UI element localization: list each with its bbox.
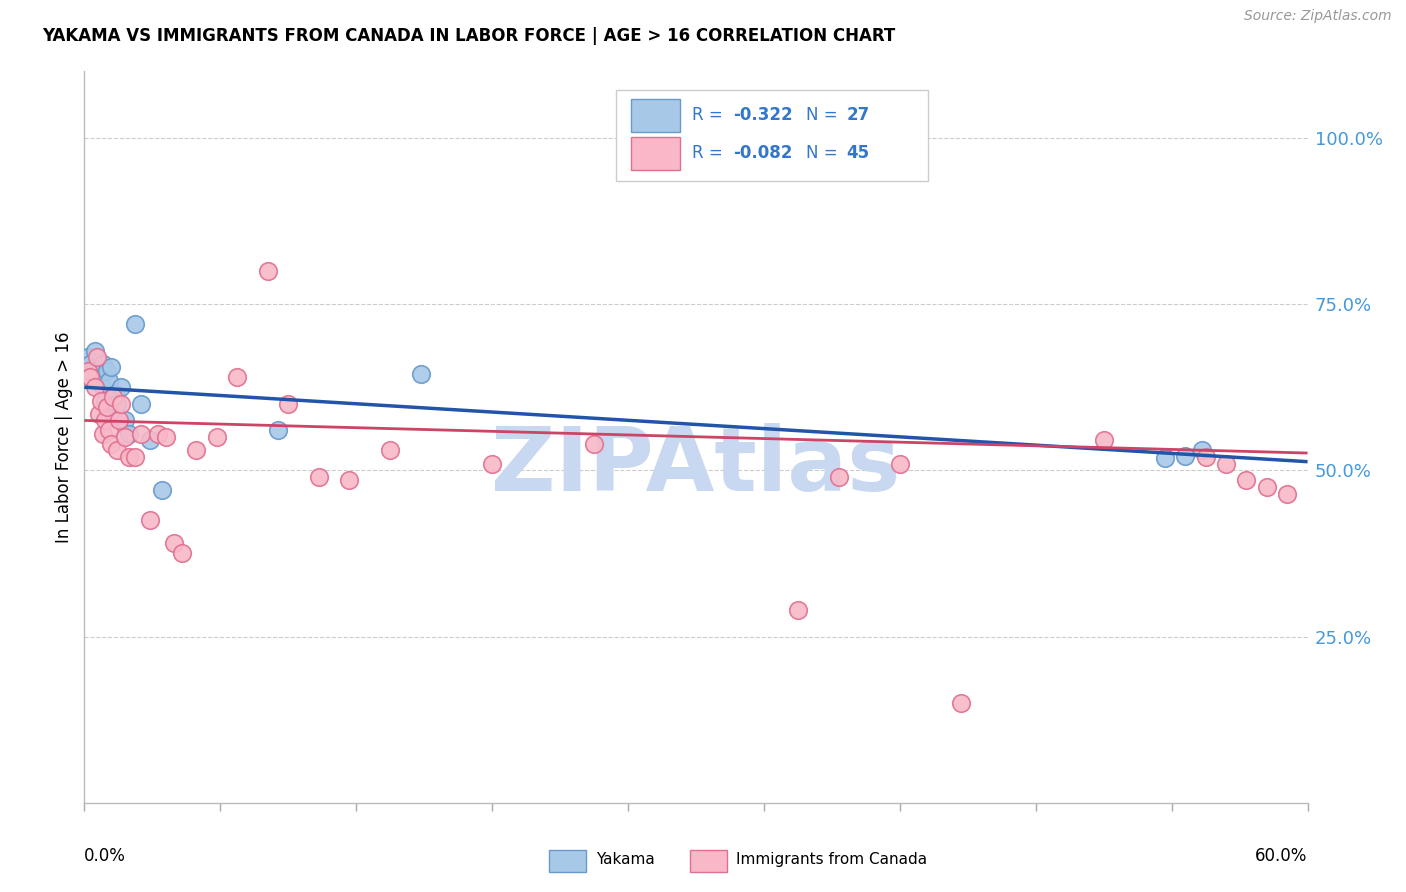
Text: R =: R =: [692, 145, 728, 162]
Text: -0.322: -0.322: [733, 106, 793, 124]
Point: [205, 430, 228, 444]
Point: [131, 426, 153, 441]
Point: [101, 410, 124, 425]
Point: [339, 473, 361, 487]
Point: [83, 380, 105, 394]
Point: [77, 363, 100, 377]
Point: [96, 363, 118, 377]
Point: [277, 397, 299, 411]
Point: [163, 536, 186, 550]
Text: 0.0%: 0.0%: [84, 847, 127, 864]
Point: [1215, 457, 1237, 471]
Point: [91, 426, 114, 441]
Point: [90, 393, 112, 408]
Point: [889, 457, 911, 471]
Point: [1256, 480, 1278, 494]
Point: [110, 380, 132, 394]
Point: [380, 443, 402, 458]
Point: [100, 436, 122, 450]
Point: [172, 546, 194, 560]
Text: ZIPAtlas: ZIPAtlas: [491, 423, 901, 510]
Point: [1195, 450, 1218, 464]
Point: [105, 397, 128, 411]
Point: [87, 407, 110, 421]
FancyBboxPatch shape: [616, 90, 928, 181]
Point: [97, 374, 120, 388]
Point: [124, 317, 146, 331]
Text: YAKAMA VS IMMIGRANTS FROM CANADA IN LABOR FORCE | AGE > 16 CORRELATION CHART: YAKAMA VS IMMIGRANTS FROM CANADA IN LABO…: [42, 27, 896, 45]
Text: 27: 27: [846, 106, 870, 124]
Text: 60.0%: 60.0%: [1256, 847, 1308, 864]
Point: [100, 360, 122, 375]
Point: [87, 370, 110, 384]
Point: [828, 470, 851, 484]
Point: [96, 400, 118, 414]
Point: [79, 357, 101, 371]
Point: [481, 457, 503, 471]
Point: [93, 393, 117, 408]
Point: [86, 351, 108, 365]
Point: [93, 413, 117, 427]
Bar: [631, 136, 681, 169]
Point: [97, 424, 120, 438]
Point: [138, 434, 160, 448]
Bar: [690, 849, 727, 871]
Point: [787, 603, 810, 617]
Point: [131, 397, 153, 411]
Point: [186, 443, 208, 458]
Point: [583, 436, 606, 450]
Point: [267, 424, 290, 438]
Text: Yakama: Yakama: [596, 853, 654, 867]
Point: [1092, 434, 1115, 448]
Point: [82, 363, 104, 377]
Point: [1174, 449, 1197, 463]
Point: [110, 397, 132, 411]
Text: Source: ZipAtlas.com: Source: ZipAtlas.com: [1244, 9, 1392, 23]
Point: [124, 450, 146, 464]
Point: [155, 430, 177, 444]
Point: [101, 390, 124, 404]
Point: [79, 370, 101, 384]
Text: -0.082: -0.082: [733, 145, 792, 162]
Point: [1191, 443, 1213, 458]
Point: [1236, 473, 1258, 487]
Point: [86, 367, 108, 381]
Point: [146, 426, 169, 441]
Point: [83, 343, 105, 358]
Point: [104, 387, 127, 401]
Point: [150, 483, 173, 498]
Point: [257, 264, 280, 278]
Bar: [550, 849, 586, 871]
Point: [105, 443, 128, 458]
Text: N =: N =: [806, 145, 844, 162]
Point: [950, 696, 973, 710]
Point: [118, 450, 141, 464]
Point: [226, 370, 249, 384]
Point: [1154, 451, 1177, 466]
Point: [90, 376, 112, 391]
Text: R =: R =: [692, 106, 728, 124]
Point: [308, 470, 330, 484]
Point: [108, 413, 131, 427]
Text: 45: 45: [846, 145, 869, 162]
Point: [77, 351, 100, 365]
Point: [409, 367, 432, 381]
Text: Immigrants from Canada: Immigrants from Canada: [737, 853, 928, 867]
Point: [114, 430, 136, 444]
Y-axis label: In Labor Force | Age > 16: In Labor Force | Age > 16: [55, 331, 73, 543]
Point: [1277, 486, 1299, 500]
Bar: [631, 99, 681, 132]
Point: [138, 513, 160, 527]
Text: N =: N =: [806, 106, 844, 124]
Point: [118, 426, 141, 441]
Point: [114, 413, 136, 427]
Point: [91, 357, 114, 371]
